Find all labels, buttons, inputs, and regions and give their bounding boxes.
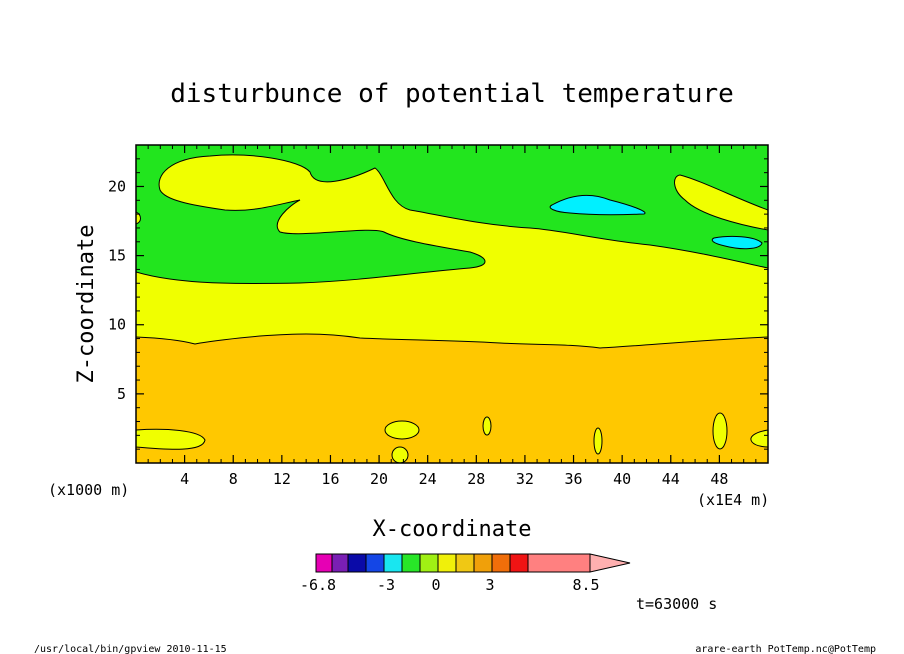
colorbar-swatch bbox=[347, 553, 367, 573]
region-yellow-blob bbox=[712, 412, 728, 450]
colorbar bbox=[315, 553, 631, 573]
colorbar-swatch bbox=[473, 553, 493, 573]
region-yellow-blob bbox=[674, 174, 768, 231]
colorbar-tick-label: 3 bbox=[485, 576, 494, 594]
x-tick-label: 36 bbox=[565, 470, 583, 488]
y-axis-ticks: 5 10 15 20 bbox=[108, 158, 768, 450]
colorbar-tick-label: 8.5 bbox=[572, 576, 599, 594]
colorbar-swatch bbox=[401, 553, 421, 573]
x-axis-ticks: 4 8 12 16 20 24 28 32 36 40 44 48 bbox=[147, 145, 757, 488]
plot-area bbox=[136, 145, 768, 463]
x-axis-title: X-coordinate bbox=[373, 517, 532, 542]
x-scale-label: (x1E4 m) bbox=[697, 491, 769, 509]
colorbar-labels: -6.8 -3 0 3 8.5 bbox=[300, 576, 600, 594]
colorbar-swatch bbox=[455, 553, 475, 573]
region-yellow-blob bbox=[482, 416, 492, 436]
x-tick-label: 44 bbox=[662, 470, 680, 488]
region-yellow-blob bbox=[391, 446, 409, 463]
x-unit-label: (x1000 m) bbox=[48, 481, 129, 499]
x-tick-label: 8 bbox=[229, 470, 238, 488]
x-tick-label: 48 bbox=[710, 470, 728, 488]
time-label: t=63000 s bbox=[636, 595, 717, 613]
footer-left: /usr/local/bin/gpview 2010-11-15 bbox=[34, 644, 227, 654]
colorbar-swatch bbox=[491, 553, 511, 573]
x-tick-label: 32 bbox=[516, 470, 534, 488]
y-axis-title: Z-coordinate bbox=[74, 225, 99, 384]
x-tick-label: 40 bbox=[613, 470, 631, 488]
chart-title: disturbunce of potential temperature bbox=[170, 79, 734, 109]
region-yellow-blob bbox=[750, 429, 768, 448]
colorbar-arrow bbox=[589, 553, 631, 573]
y-tick-label: 5 bbox=[117, 385, 126, 403]
colorbar-swatch bbox=[331, 553, 349, 573]
x-tick-label: 4 bbox=[180, 470, 189, 488]
region-orange bbox=[136, 333, 768, 463]
x-tick-label: 16 bbox=[321, 470, 339, 488]
colorbar-swatch bbox=[509, 553, 529, 573]
colorbar-swatch bbox=[383, 553, 403, 573]
region-cyan bbox=[549, 194, 646, 216]
footer-right: arare-earth_PotTemp.nc@PotTemp bbox=[695, 644, 876, 654]
x-tick-label: 24 bbox=[419, 470, 437, 488]
colorbar-swatch bbox=[365, 553, 385, 573]
y-tick-label: 10 bbox=[108, 316, 126, 334]
colorbar-swatch bbox=[527, 553, 591, 573]
region-yellow-blob bbox=[136, 428, 206, 450]
colorbar-swatch bbox=[419, 553, 439, 573]
colorbar-tick-label: 0 bbox=[431, 576, 440, 594]
colorbar-tick-label: -3 bbox=[377, 576, 395, 594]
region-yellow-blob bbox=[593, 427, 603, 455]
x-tick-label: 12 bbox=[273, 470, 291, 488]
y-tick-label: 20 bbox=[108, 177, 126, 195]
region-cyan bbox=[711, 235, 763, 250]
colorbar-tick-label: -6.8 bbox=[300, 576, 336, 594]
colorbar-swatch bbox=[437, 553, 457, 573]
y-tick-label: 15 bbox=[108, 247, 126, 265]
x-tick-label: 20 bbox=[370, 470, 388, 488]
colorbar-swatch bbox=[315, 553, 333, 573]
region-yellow-blob bbox=[384, 420, 420, 440]
x-tick-label: 28 bbox=[467, 470, 485, 488]
